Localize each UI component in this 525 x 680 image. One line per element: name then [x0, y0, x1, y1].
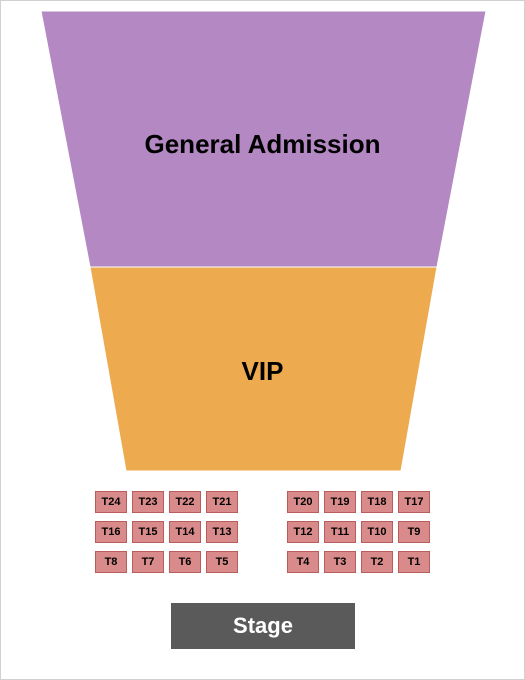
- table-seat[interactable]: T23: [132, 491, 164, 513]
- table-seat[interactable]: T5: [206, 551, 238, 573]
- table-seat[interactable]: T9: [398, 521, 430, 543]
- table-seat[interactable]: T8: [95, 551, 127, 573]
- general-admission-label: General Admission: [1, 129, 524, 160]
- table-seat[interactable]: T22: [169, 491, 201, 513]
- table-seat[interactable]: T13: [206, 521, 238, 543]
- table-seat[interactable]: T10: [361, 521, 393, 543]
- stage-label: Stage: [233, 613, 293, 639]
- table-seat[interactable]: T12: [287, 521, 319, 543]
- table-seat[interactable]: T14: [169, 521, 201, 543]
- table-seat[interactable]: T15: [132, 521, 164, 543]
- table-seat[interactable]: T7: [132, 551, 164, 573]
- tables-left-group: T24T23T22T21 T16T15T14T13 T8T7T6T5: [95, 491, 238, 573]
- table-seat[interactable]: T19: [324, 491, 356, 513]
- table-seat[interactable]: T11: [324, 521, 356, 543]
- table-seat[interactable]: T16: [95, 521, 127, 543]
- vip-label: VIP: [1, 356, 524, 387]
- table-seat[interactable]: T1: [398, 551, 430, 573]
- tables-area: T24T23T22T21T16T15T14T13T8T7T6T5 T20T19T…: [95, 491, 430, 573]
- table-seat[interactable]: T2: [361, 551, 393, 573]
- sections-trapezoid: [1, 11, 525, 476]
- table-seat[interactable]: T18: [361, 491, 393, 513]
- table-seat[interactable]: T17: [398, 491, 430, 513]
- table-seat[interactable]: T21: [206, 491, 238, 513]
- table-seat[interactable]: T20: [287, 491, 319, 513]
- table-seat[interactable]: T24: [95, 491, 127, 513]
- stage-block: Stage: [171, 603, 355, 649]
- seating-map-container: General Admission VIP T24T23T22T21 T16T15…: [1, 1, 524, 679]
- table-seat[interactable]: T3: [324, 551, 356, 573]
- table-seat[interactable]: T6: [169, 551, 201, 573]
- table-seat[interactable]: T4: [287, 551, 319, 573]
- tables-right-group: T20T19T18T17 T12T11T10T9 T4T3T2T1: [287, 491, 430, 573]
